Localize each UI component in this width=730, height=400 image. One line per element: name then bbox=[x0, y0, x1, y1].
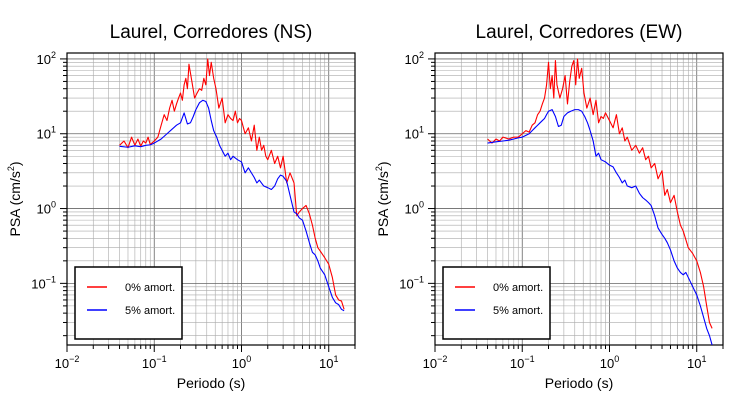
legend: 0% amort. 5% amort. bbox=[442, 266, 551, 340]
legend-label: 5% amort. bbox=[125, 305, 175, 317]
y-tick-label: 102 bbox=[37, 50, 56, 67]
tick-marks bbox=[60, 58, 356, 352]
tick-marks bbox=[428, 58, 724, 352]
y-axis-label: PSA (cm/s2) bbox=[6, 161, 23, 236]
plot-frame bbox=[66, 52, 356, 346]
series-line-5pct bbox=[119, 99, 345, 312]
chart-panel-ns: 10−2 10−1 100 101 10−1 100 101 102 Laurel, Corre… bbox=[6, 22, 356, 391]
x-tick-label: 101 bbox=[319, 354, 338, 371]
x-tick-label: 10−1 bbox=[510, 354, 535, 371]
series-line-5pct bbox=[487, 109, 713, 345]
series-group bbox=[487, 58, 713, 345]
legend-label: 5% amort. bbox=[493, 305, 543, 317]
legend-label: 0% amort. bbox=[493, 282, 543, 294]
legend-box bbox=[442, 266, 551, 340]
x-axis-label: Periodo (s) bbox=[545, 375, 613, 391]
y-tick-label: 100 bbox=[405, 200, 424, 217]
y-tick-label: 10−1 bbox=[399, 274, 424, 291]
y-axis-label: PSA (cm/s2) bbox=[374, 161, 391, 236]
x-tick-label: 10−2 bbox=[423, 354, 448, 371]
x-axis-label: Periodo (s) bbox=[177, 375, 245, 391]
chart-title: Laurel, Corredores (EW) bbox=[476, 22, 683, 43]
x-tick-label: 100 bbox=[232, 354, 251, 371]
x-tick-label: 10−1 bbox=[142, 354, 167, 371]
legend: 0% amort. 5% amort. bbox=[74, 266, 183, 340]
y-tick-label: 101 bbox=[405, 125, 424, 142]
y-tick-label: 100 bbox=[37, 200, 56, 217]
plot-frame bbox=[434, 52, 724, 346]
x-tick-label: 101 bbox=[687, 354, 706, 371]
x-tick-label: 100 bbox=[600, 354, 619, 371]
legend-box bbox=[74, 266, 183, 340]
series-line-0pct bbox=[119, 58, 345, 310]
legend-label: 0% amort. bbox=[125, 282, 175, 294]
x-tick-label: 10−2 bbox=[55, 354, 80, 371]
y-tick-label: 101 bbox=[37, 125, 56, 142]
chart-panel-ew: 10−2 10−1 100 101 10−1 100 101 102 Laurel, Corre… bbox=[374, 22, 724, 391]
y-tick-label: 102 bbox=[405, 50, 424, 67]
chart-title: Laurel, Corredores (NS) bbox=[110, 22, 313, 43]
series-line-0pct bbox=[487, 58, 713, 329]
series-group bbox=[119, 58, 345, 312]
y-tick-label: 10−1 bbox=[31, 274, 56, 291]
